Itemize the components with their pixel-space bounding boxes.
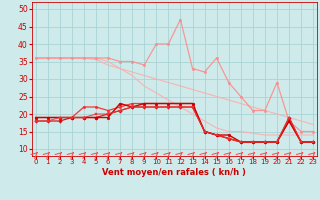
X-axis label: Vent moyen/en rafales ( kn/h ): Vent moyen/en rafales ( kn/h ) [102,168,246,177]
